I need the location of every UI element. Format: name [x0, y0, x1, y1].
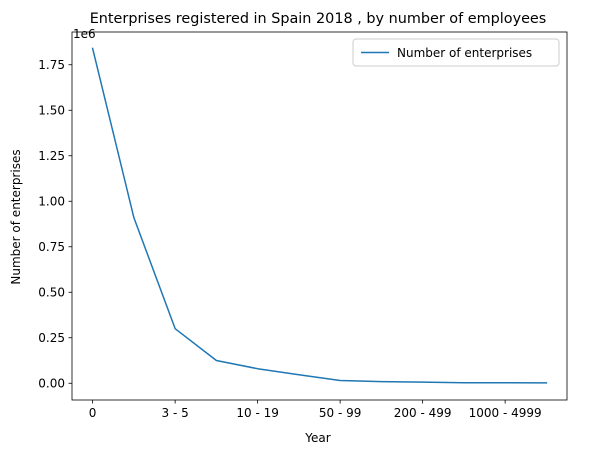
axes-frame	[71, 31, 568, 401]
x-axis-label: Year	[304, 431, 330, 445]
y-tick-label: 0.75	[38, 240, 65, 254]
y-tick-label: 1.25	[38, 149, 65, 163]
x-tick-label: 10 - 19	[236, 406, 279, 420]
y-tick-label: 0.50	[38, 286, 65, 300]
y-tick-label: 1.75	[38, 58, 65, 72]
y-tick-label: 0.00	[38, 377, 65, 391]
legend-box	[352, 38, 560, 67]
plot-area: 0 3 - 5 10 - 19 50 - 99 200 - 499 1000 - 4999…	[38, 31, 568, 420]
x-tick-label: 0	[89, 406, 97, 420]
y-tick-label: 1.00	[38, 195, 65, 209]
x-tick-label: 50 - 99	[319, 406, 362, 420]
chart-title: Enterprises registered in Spain 2018 , b…	[90, 11, 547, 27]
y-tick-label: 1.50	[38, 104, 65, 118]
series-line-0	[91, 47, 548, 384]
x-tick-label: 1000 - 4999	[469, 406, 542, 420]
x-tick-label: 3 - 5	[162, 406, 189, 420]
legend-label-0: Number of enterprises	[397, 46, 532, 60]
x-tick-label: 200 - 499	[394, 406, 452, 420]
y-axis-label: Number of enterprises	[9, 149, 23, 284]
y-tick-label: 0.25	[38, 331, 65, 345]
y-offset-label: 1e6	[73, 27, 96, 41]
